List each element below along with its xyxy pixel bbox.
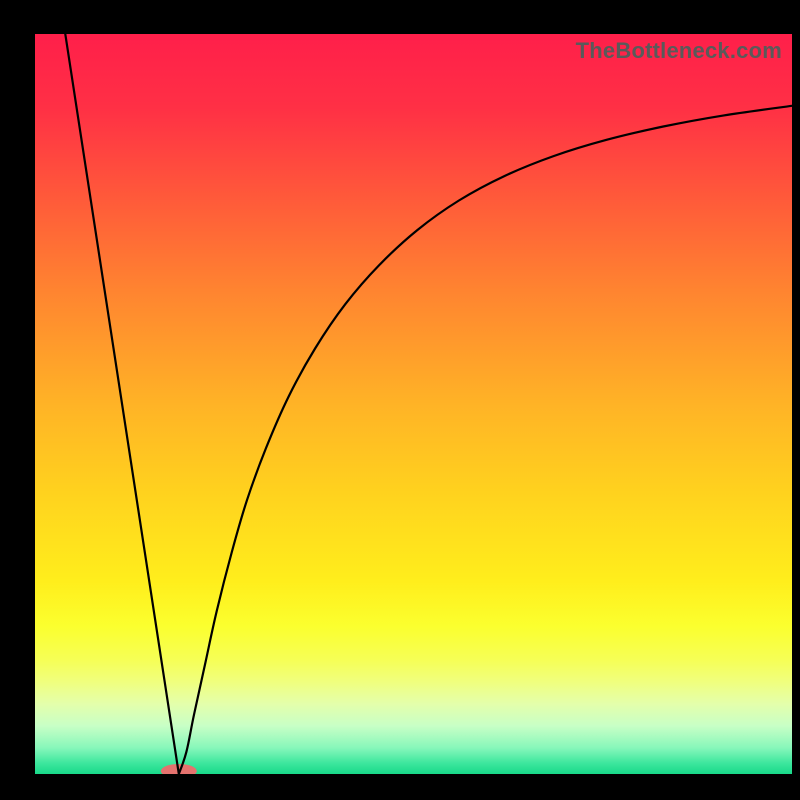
plot-area: TheBottleneck.com (35, 34, 792, 774)
watermark-label: TheBottleneck.com (576, 38, 782, 64)
gradient-background (35, 34, 792, 774)
plot-svg (35, 34, 792, 774)
chart-frame: TheBottleneck.com (0, 0, 800, 800)
